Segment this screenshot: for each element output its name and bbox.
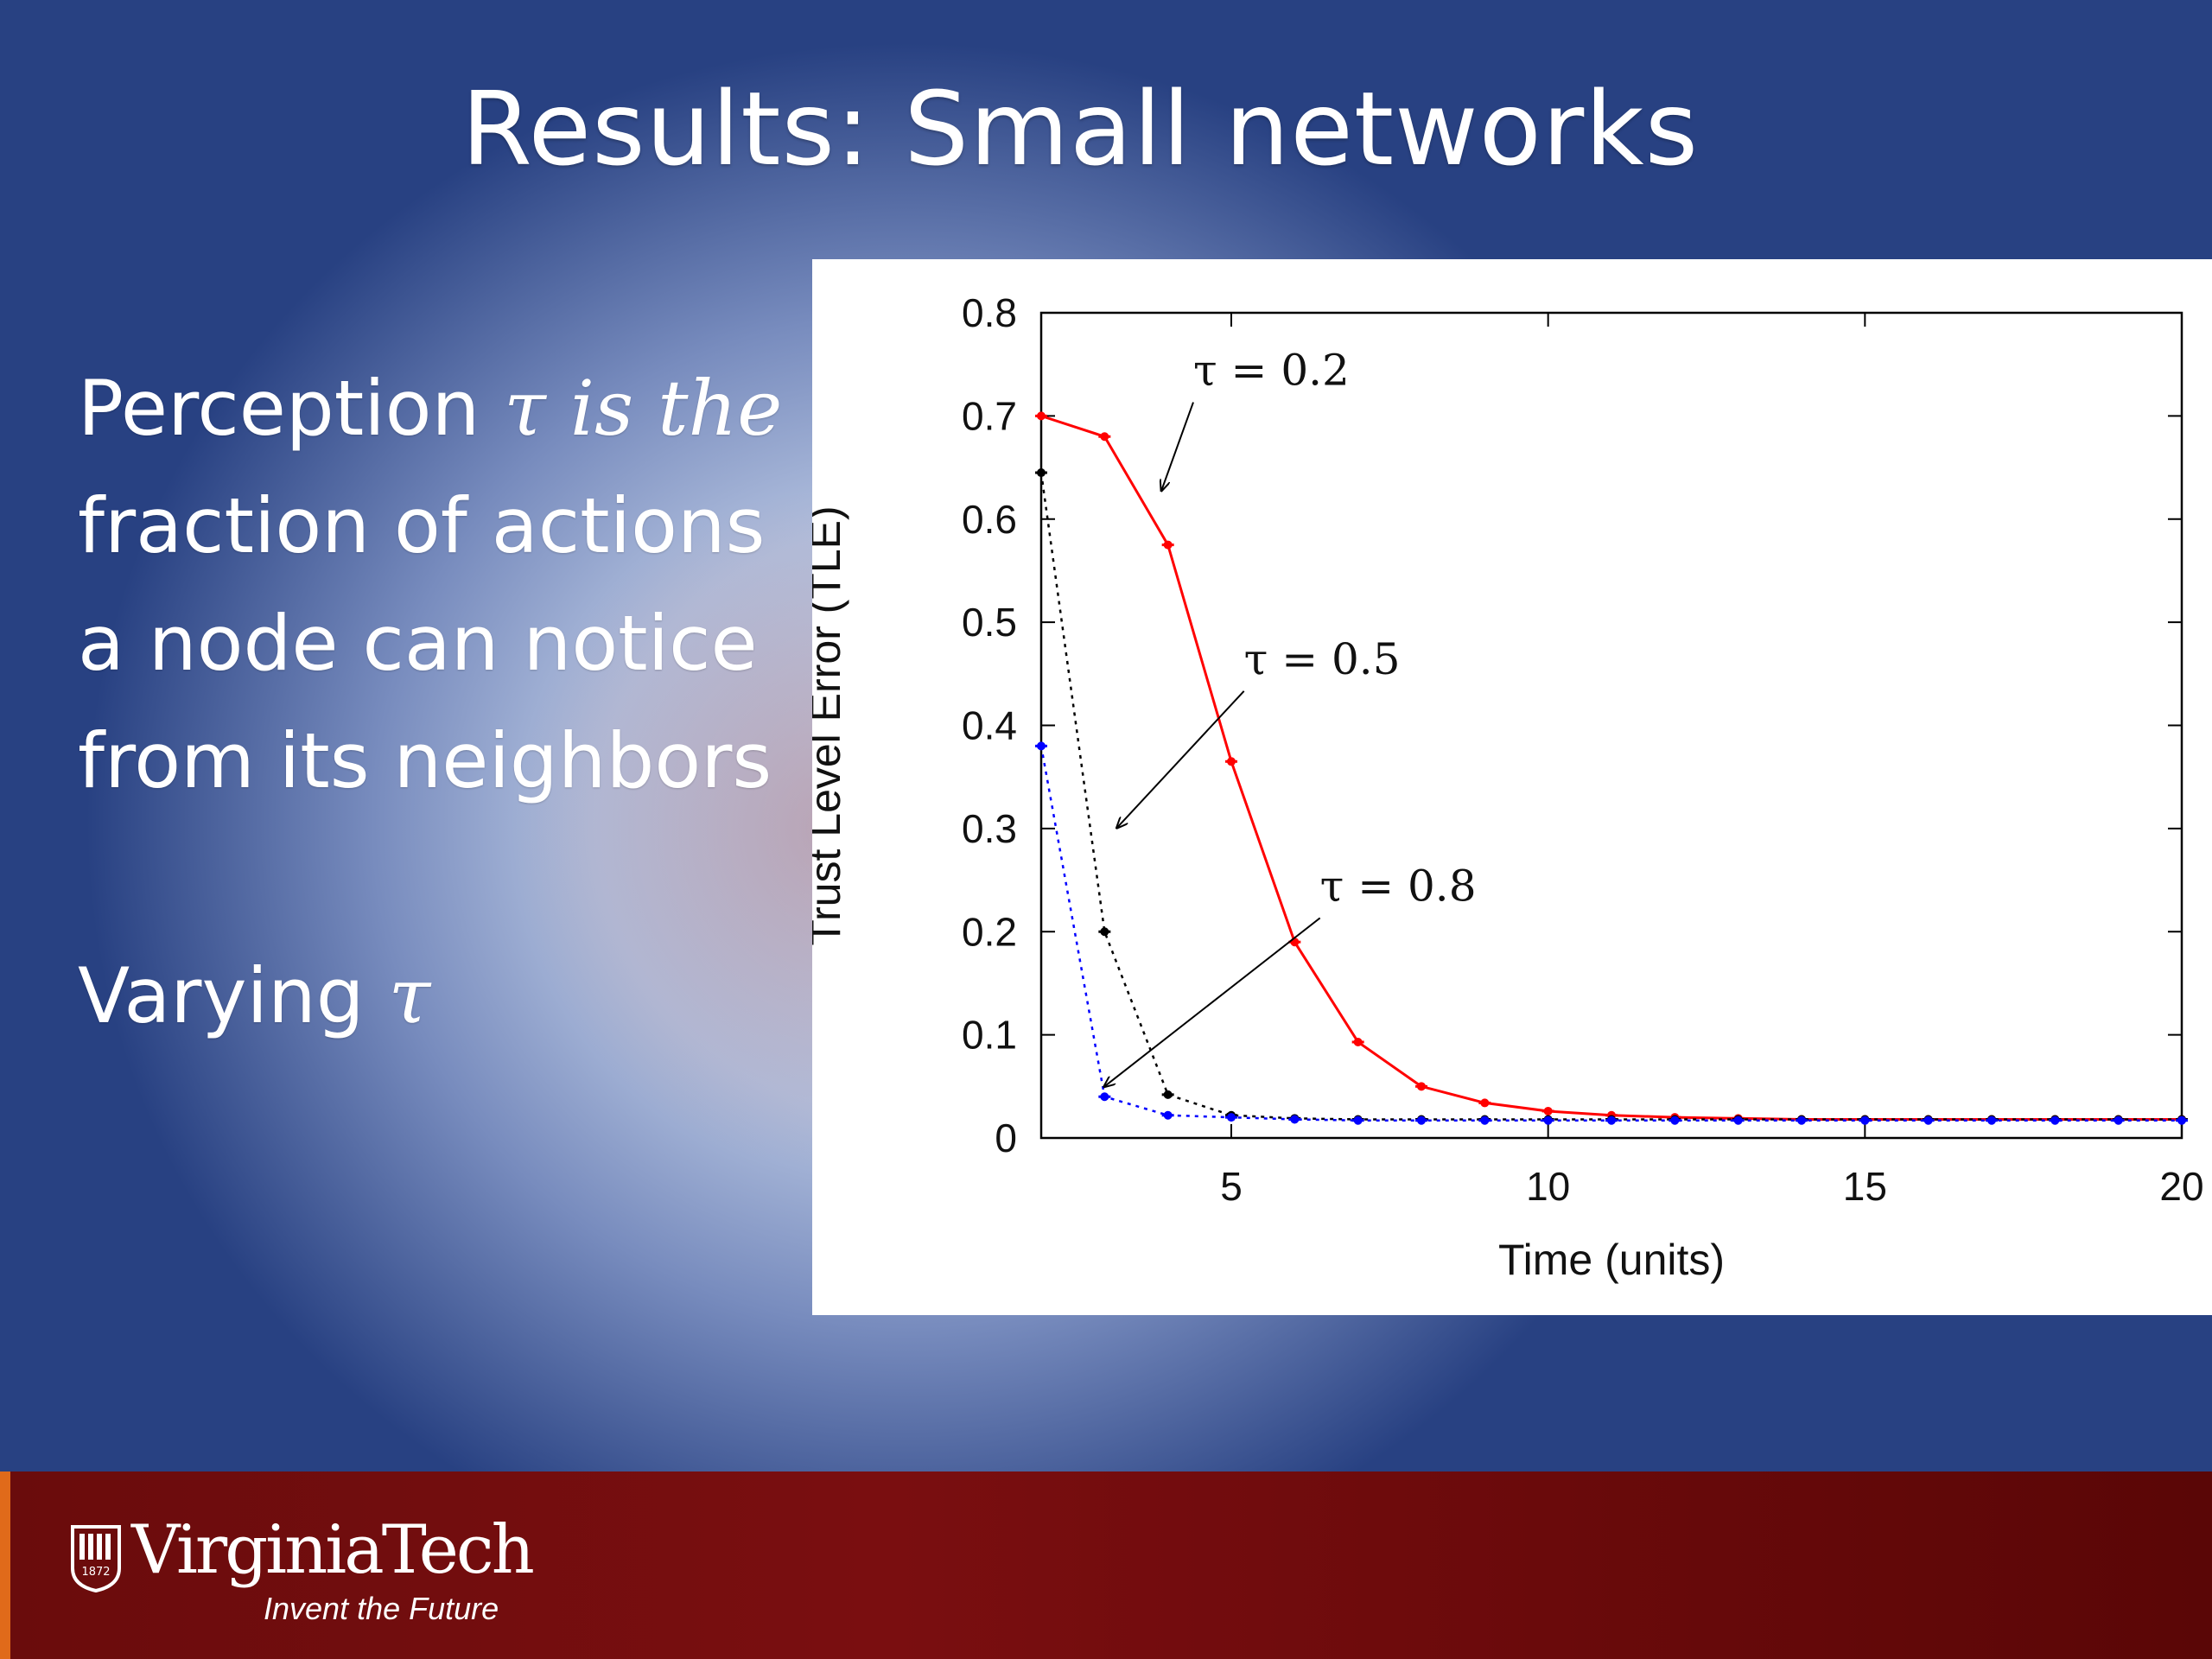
annotation-label: τ = 0.2 [1193,346,1350,396]
data-point-marker-2 [2113,1116,2123,1125]
data-point-marker-0 [1543,1106,1553,1116]
data-point-marker-0 [1037,411,1046,421]
seal-year: 1872 [81,1566,110,1579]
bullet-line-2: fraction of actions [78,481,766,570]
annotation-label: τ = 0.8 [1320,861,1477,911]
y-axis-label: Trust Level Error (TLE) [812,505,849,945]
logo-tagline: Invent the Future [264,1591,499,1626]
y-tick-label: 0.5 [962,600,1017,645]
data-point-marker-2 [1923,1116,1933,1125]
bullet-line-3: a node can notice [78,599,758,688]
data-point-marker-2 [1480,1116,1490,1125]
annotation-arrow [1161,402,1194,491]
series-line-0 [1040,414,2182,1122]
virginia-tech-logo: 1872 VirginiaTech Invent the Future [69,1511,588,1629]
slide-title: Results: Small networks [461,69,1700,188]
seal-icon: 1872 [71,1525,121,1592]
tle-chart: 0 0.1 0.2 0.3 0.4 0.5 0.6 0.7 0.8 5 10 15 20 τ = 0.2… [812,290,2204,1284]
data-point-marker-2 [1670,1116,1680,1125]
annotation-layer: τ = 0.2 τ = 0.5 τ = 0.8 [1104,346,1477,1087]
series-line-1 [1039,472,2182,1121]
data-point-marker-2 [1100,1092,1109,1102]
data-point-marker-0 [1417,1082,1426,1091]
y-tick-label: 0.1 [962,1013,1017,1058]
data-point-marker-2 [1037,741,1046,751]
annotation-arrow [1104,917,1321,1086]
bullet-text-varying: Varying [78,951,389,1040]
data-point-marker-0 [1100,432,1109,442]
data-point-marker-0 [1227,757,1236,766]
y-tick-label: 0 [995,1116,1017,1160]
tau-symbol-varying: τ [388,951,431,1040]
y-tick-label: 0.3 [962,806,1017,851]
x-tick-label: 15 [1843,1164,1887,1209]
footer-accent-stripe [0,1471,10,1659]
data-point-marker-2 [2050,1116,2060,1125]
y-tick-label: 0.4 [962,703,1017,748]
data-point-marker-2 [1797,1116,1806,1125]
data-point-marker-2 [1417,1116,1426,1125]
data-point-marker-0 [1353,1037,1363,1046]
x-axis-label: Time (units) [1498,1236,1725,1284]
data-point-marker-2 [1163,1110,1173,1120]
axis-ticks: 0 0.1 0.2 0.3 0.4 0.5 0.6 0.7 0.8 5 10 15 20 [962,290,2204,1209]
bullet-line-4: from its neighbors [78,716,772,805]
data-point-marker-2 [1227,1113,1236,1122]
data-point-marker-2 [2177,1116,2186,1125]
annotation-label: τ = 0.5 [1244,634,1401,684]
tau-symbol: τ [504,364,546,453]
x-tick-label: 20 [2159,1164,2203,1209]
data-point-marker-2 [1860,1116,1870,1125]
y-tick-label: 0.7 [962,393,1017,438]
series-layer [1035,411,2188,1125]
x-tick-label: 5 [1220,1164,1243,1209]
data-point-marker-2 [1290,1115,1300,1124]
data-point-marker-2 [1607,1116,1616,1125]
data-point-marker-0 [1290,938,1300,947]
y-tick-label: 0.8 [962,290,1017,335]
footer-bar [0,1471,2212,1659]
data-point-marker-0 [1480,1098,1490,1108]
bullet-line-varying: Varying τ [78,938,821,1055]
data-point-marker-2 [1733,1116,1743,1125]
x-tick-label: 10 [1526,1164,1570,1209]
data-point-marker-1 [1037,468,1046,478]
data-point-marker-0 [1163,540,1173,550]
annotation-arrow [1117,690,1245,828]
data-point-marker-2 [1987,1116,1996,1125]
data-point-marker-1 [1163,1090,1173,1099]
series-line-2 [1039,746,2182,1122]
data-point-marker-1 [1100,927,1109,937]
data-point-marker-2 [1543,1116,1553,1125]
bullet-text-is-the: is the [545,364,783,453]
bullet-text: Perception τ is the fraction of actions … [78,350,821,1055]
y-tick-label: 0.2 [962,909,1017,954]
chart-panel: 0 0.1 0.2 0.3 0.4 0.5 0.6 0.7 0.8 5 10 15 20 τ = 0.2… [812,259,2212,1315]
bullet-line-1: Perception τ is the [78,350,821,467]
y-tick-label: 0.6 [962,497,1017,542]
bullet-text-perception: Perception [78,364,505,453]
logo-wordmark: VirginiaTech [131,1511,535,1589]
data-point-marker-2 [1353,1116,1363,1125]
bullet-gap [78,820,821,938]
